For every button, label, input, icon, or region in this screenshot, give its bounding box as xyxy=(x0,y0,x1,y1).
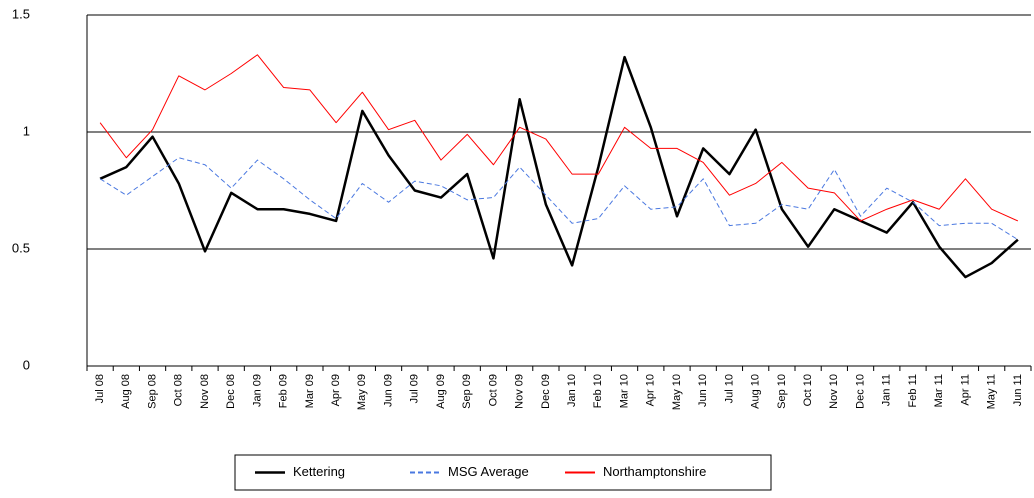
x-tick-label: Aug 08 xyxy=(120,374,132,409)
x-tick-label: Oct 08 xyxy=(173,374,185,406)
x-tick-label: Nov 08 xyxy=(199,374,211,409)
x-tick-label: Sep 08 xyxy=(146,374,158,409)
legend: Kettering MSG Average Northamptonshire xyxy=(234,454,772,491)
x-tick-label: May 11 xyxy=(986,374,998,409)
y-tick-label: 1.5 xyxy=(12,6,30,21)
x-tick-label: Jun 10 xyxy=(697,374,709,407)
legend-label: MSG Average xyxy=(448,464,529,479)
x-tick-label: Apr 09 xyxy=(330,374,342,406)
x-tick-label: Jan 10 xyxy=(566,374,578,407)
x-tick-label: Jul 09 xyxy=(409,374,421,403)
x-tick-label: Jul 10 xyxy=(723,374,735,403)
x-tick-label: Jun 11 xyxy=(1012,374,1024,406)
x-tick-label: Dec 10 xyxy=(854,374,866,409)
x-tick-label: Jan 09 xyxy=(251,374,263,407)
x-tick-label: Nov 10 xyxy=(828,374,840,409)
x-tick-label: Mar 11 xyxy=(933,374,945,407)
x-tick-label: Jun 09 xyxy=(382,374,394,407)
x-tick-label: Dec 08 xyxy=(225,374,237,409)
x-tick-label: Feb 10 xyxy=(592,374,604,408)
x-tick-label: Nov 09 xyxy=(514,374,526,409)
x-tick-label: May 09 xyxy=(356,374,368,410)
x-tick-label: Jan 11 xyxy=(881,374,893,406)
x-tick-label: Mar 09 xyxy=(304,374,316,408)
x-tick-label: Aug 10 xyxy=(750,374,762,409)
x-tick-label: May 10 xyxy=(671,374,683,410)
x-tick-label: Sep 09 xyxy=(461,374,473,409)
x-tick-label: Dec 09 xyxy=(540,374,552,409)
x-tick-label: Oct 09 xyxy=(487,374,499,406)
x-tick-label: Oct 10 xyxy=(802,374,814,406)
x-tick-label: Mar 10 xyxy=(618,374,630,408)
x-tick-label: Apr 11 xyxy=(959,374,971,406)
legend-label: Northamptonshire xyxy=(603,464,706,479)
y-tick-label: 1 xyxy=(23,123,30,138)
x-tick-label: Aug 09 xyxy=(435,374,447,409)
line-series xyxy=(99,54,1019,222)
legend-box xyxy=(234,454,772,491)
y-tick-label: 0.5 xyxy=(12,240,30,255)
legend-label: Kettering xyxy=(293,464,345,479)
x-tick-label: Feb 11 xyxy=(907,374,919,407)
line-series xyxy=(99,157,1019,241)
x-tick-label: Sep 10 xyxy=(776,374,788,409)
x-tick-label: Apr 10 xyxy=(645,374,657,406)
x-tick-label: Jul 08 xyxy=(94,374,106,403)
y-tick-label: 0 xyxy=(23,357,30,372)
line-series xyxy=(99,55,1019,279)
x-tick-label: Feb 09 xyxy=(278,374,290,408)
